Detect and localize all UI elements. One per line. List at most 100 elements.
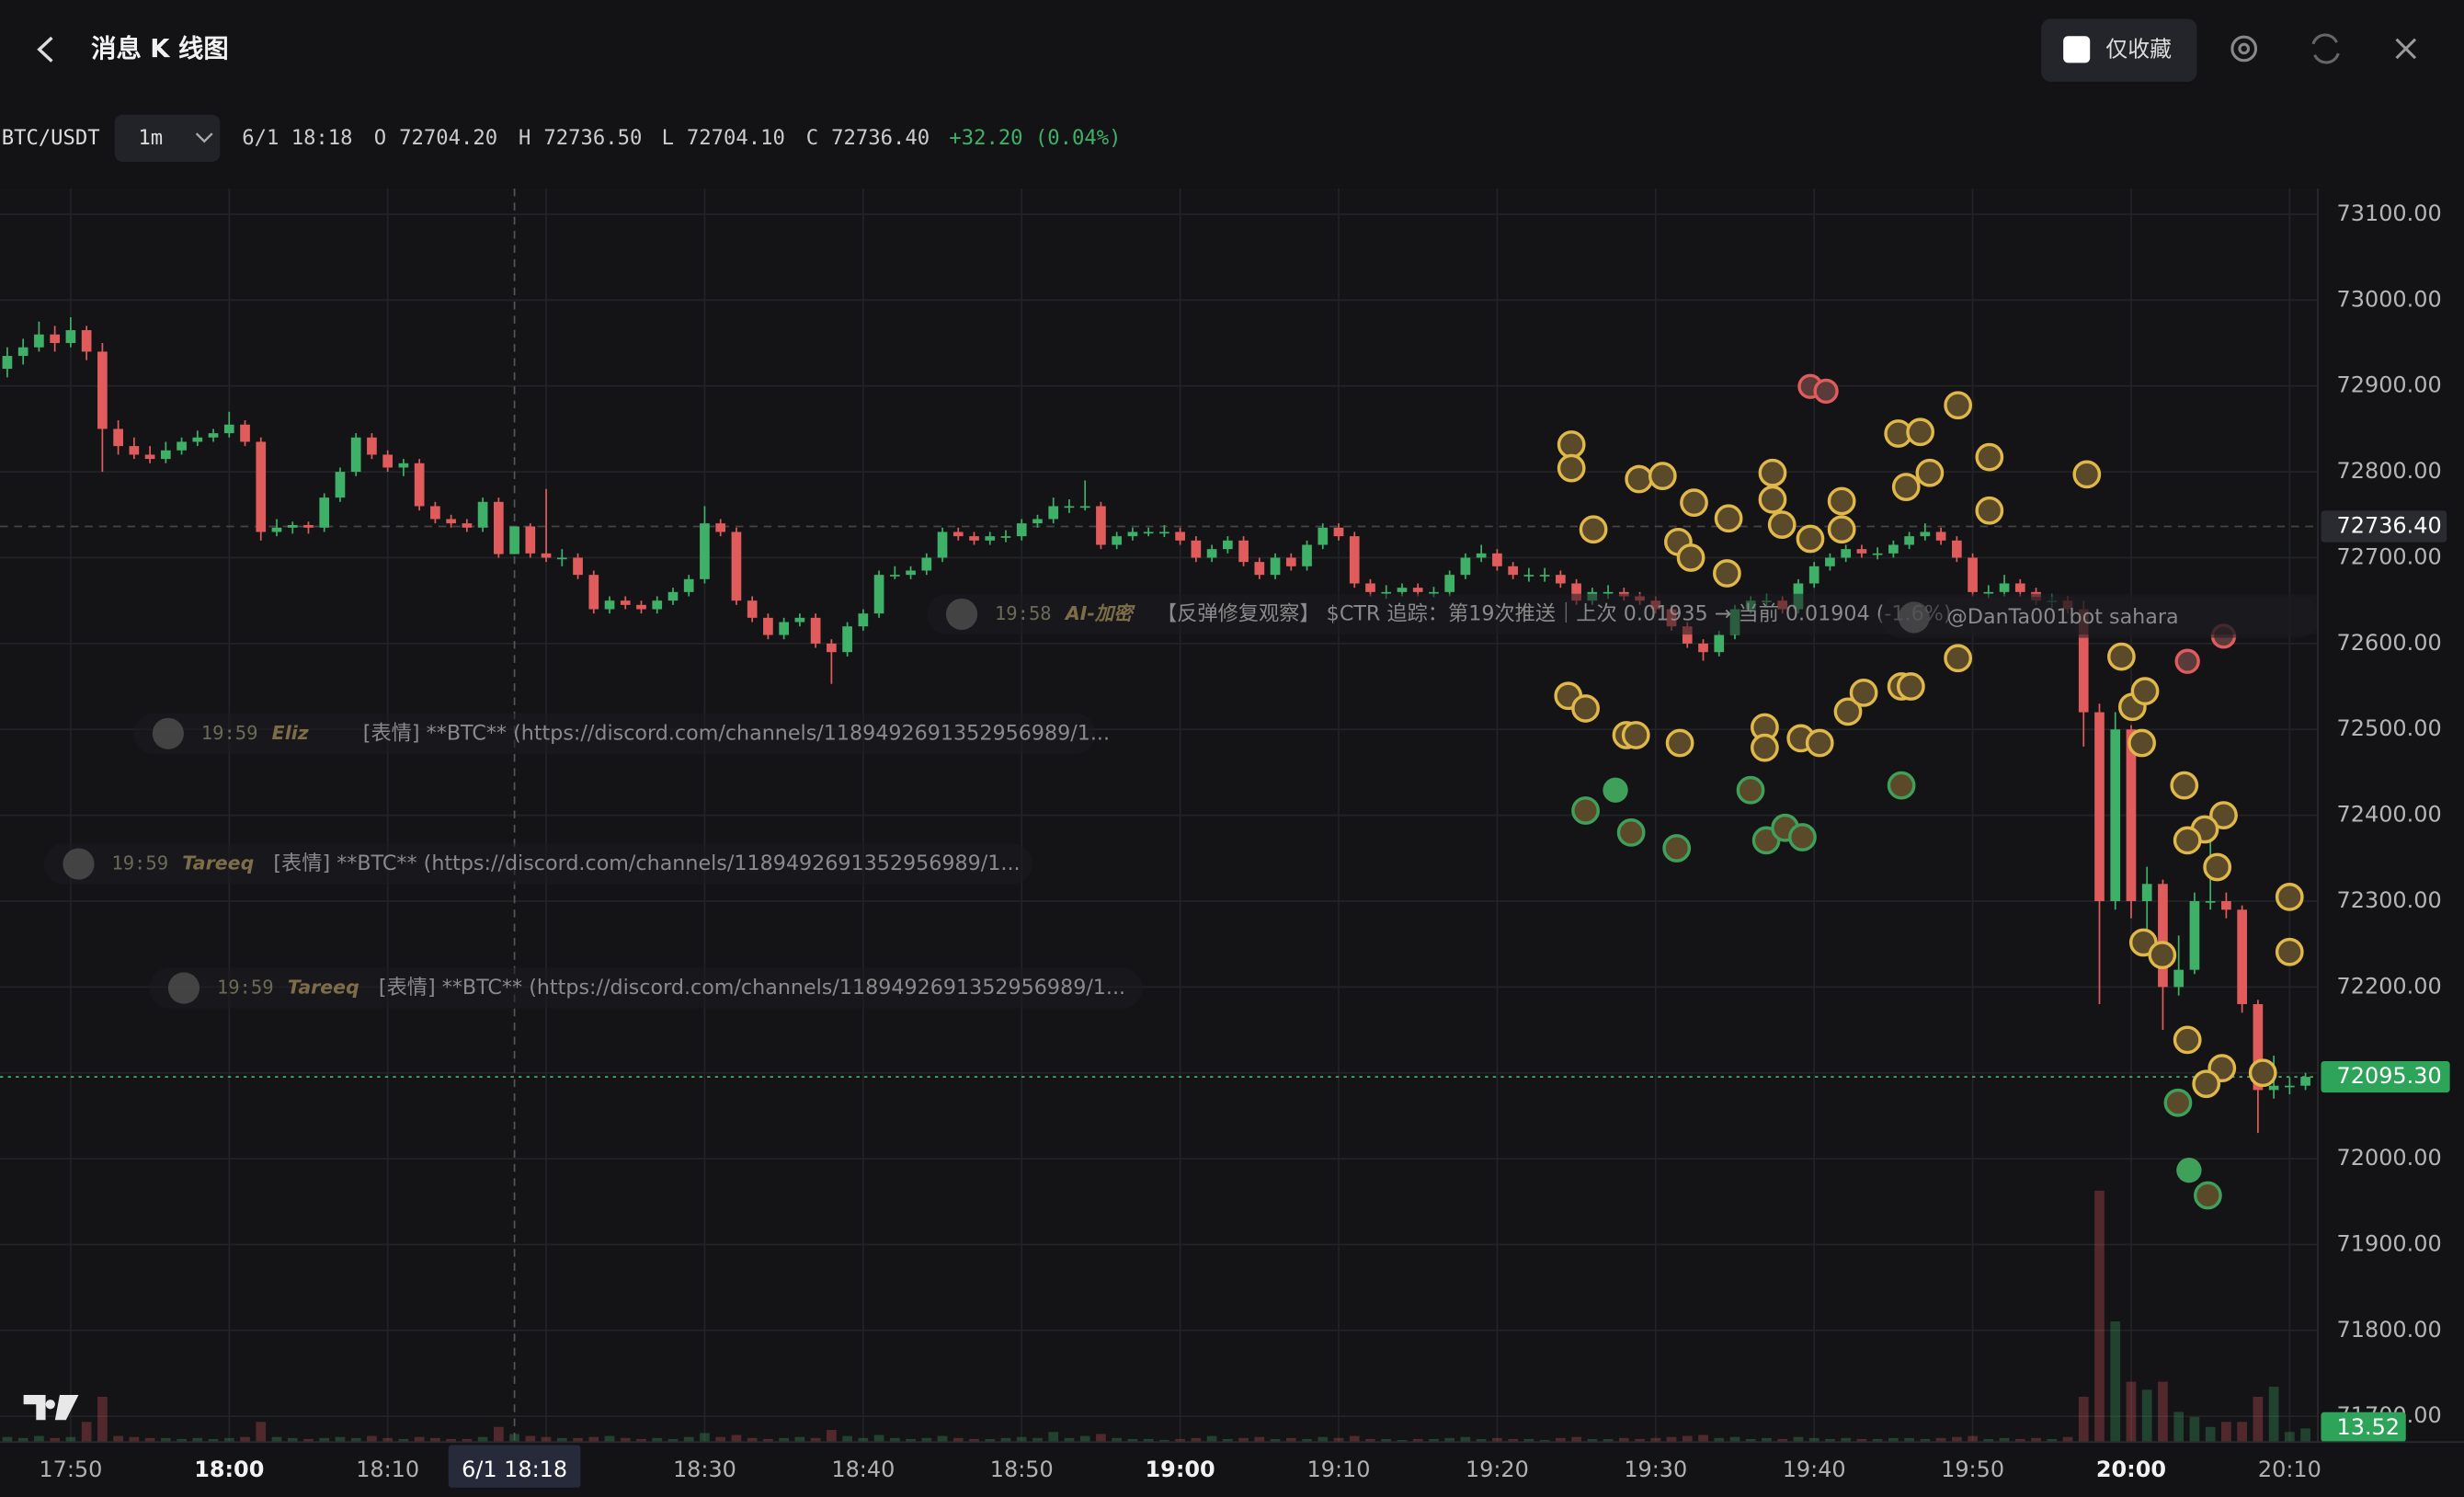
settings-button[interactable]	[2230, 35, 2258, 63]
avatar-marker	[2209, 801, 2238, 829]
candle-body	[1808, 566, 1819, 584]
candle-body	[2110, 729, 2121, 901]
candle-body	[256, 441, 267, 532]
x-tick-label: 20:10	[2258, 1457, 2321, 1482]
avatar-marker	[1676, 543, 1705, 572]
legend-key: H	[519, 126, 530, 150]
avatar-marker	[1714, 504, 1743, 533]
volume-bar	[1650, 1437, 1661, 1443]
refresh-button[interactable]	[2311, 33, 2340, 64]
volume-bar	[2141, 1389, 2152, 1443]
candle-body	[683, 578, 694, 592]
candle-body	[1079, 506, 1090, 509]
volume-bar	[2300, 1428, 2310, 1443]
avatar-marker	[2248, 1058, 2277, 1088]
candle-body	[1143, 531, 1154, 534]
candle-body	[2173, 969, 2185, 988]
y-tick-label: 73000.00	[2337, 286, 2442, 312]
volume-bar	[2205, 1426, 2216, 1443]
tradingview-logo[interactable]	[23, 1394, 79, 1421]
volume-bar	[620, 1437, 631, 1443]
close-button[interactable]	[2395, 38, 2417, 60]
avatar-marker	[1758, 485, 1787, 514]
candle-body	[1412, 588, 1423, 592]
volume-bar	[873, 1434, 884, 1443]
avatar-marker	[2130, 677, 2160, 706]
volume-bar	[556, 1437, 567, 1443]
back-button[interactable]	[37, 36, 53, 63]
volume-bar	[763, 1438, 773, 1443]
volume-bar	[65, 1436, 76, 1443]
avatar-marker	[1625, 464, 1654, 494]
candle-body	[1381, 591, 1392, 594]
candle-body	[2014, 583, 2025, 592]
avatar-marker	[1944, 644, 1973, 673]
avatar-marker	[1944, 391, 1973, 420]
interval: 1m	[138, 126, 163, 150]
candle-body	[588, 575, 599, 610]
volume-bar	[256, 1422, 267, 1443]
legend-key: L	[662, 126, 674, 150]
candle-body	[1508, 566, 1518, 576]
volume-bar	[2031, 1437, 2041, 1443]
message-text: 【反弹修复观察】 $CTR 追踪：第19次推送｜上次 0.01935 → 当前 …	[1157, 601, 1952, 625]
x-tick-label: 18:00	[194, 1457, 264, 1482]
volume-bar	[1206, 1435, 1217, 1443]
avatar-marker	[2275, 937, 2304, 966]
avatar-marker	[1579, 515, 1608, 544]
favorites-toggle[interactable]	[2041, 18, 2197, 82]
volume-bar	[144, 1437, 155, 1443]
volume-bar	[2237, 1422, 2247, 1443]
volume-bar	[1603, 1438, 1614, 1443]
volume-bar	[985, 1438, 996, 1443]
volume-bar	[1808, 1437, 1819, 1443]
candle-body	[414, 463, 425, 507]
candle-body	[2141, 884, 2152, 901]
volume-bar	[700, 1433, 710, 1443]
volume-bar	[1872, 1438, 1883, 1443]
candle-body	[1270, 557, 1281, 576]
avatar-marker	[1849, 678, 1878, 707]
last-price-box	[2321, 1061, 2450, 1093]
avatar-marker	[1833, 697, 1863, 726]
volume-bar	[1143, 1438, 1154, 1443]
refresh-arcs	[2311, 33, 2340, 64]
candle-body	[842, 626, 852, 653]
avatar-marker	[2173, 826, 2202, 855]
avatar-marker	[1571, 796, 1600, 825]
volume-bar	[1745, 1438, 1756, 1443]
volume-bar	[1904, 1437, 1914, 1443]
volume-bar	[2047, 1438, 2058, 1443]
interval-select[interactable]	[114, 114, 221, 162]
volume-bar	[573, 1437, 583, 1443]
candle-body	[2221, 900, 2231, 910]
volume-bar	[1714, 1437, 1725, 1443]
volume-bar	[1587, 1438, 1598, 1443]
volume-bar	[240, 1436, 250, 1443]
volume-bar	[1856, 1438, 1867, 1443]
avatar-marker	[2174, 648, 2200, 674]
volume-bar	[794, 1436, 805, 1443]
candle-body	[779, 622, 789, 635]
dropdown-chevron	[195, 132, 213, 143]
candle-body	[160, 450, 171, 460]
y-tick-label: 72800.00	[2337, 458, 2442, 484]
candle-body	[858, 613, 869, 627]
checkbox[interactable]	[2063, 36, 2091, 63]
crosshair-price: 72736.40	[2337, 513, 2442, 539]
candle-body	[2189, 900, 2200, 970]
volume-bar	[1983, 1438, 1994, 1443]
y-tick-label: 72300.00	[2337, 887, 2442, 913]
candle-body	[129, 446, 140, 455]
avatar-marker	[1805, 728, 1834, 758]
candle-body	[113, 429, 123, 447]
volume-bar	[223, 1437, 234, 1443]
symbol[interactable]: BTC/USDT	[2, 126, 100, 150]
candle-body	[827, 643, 837, 653]
plot: 19:58 AI-加密 【反弹修复观察】 $CTR 追踪：第19次推送｜上次 0.0…	[0, 188, 2342, 1443]
candle-body	[303, 525, 314, 528]
volume-bar	[1762, 1437, 1772, 1443]
candle-body	[223, 424, 234, 434]
candle-body	[921, 557, 932, 571]
